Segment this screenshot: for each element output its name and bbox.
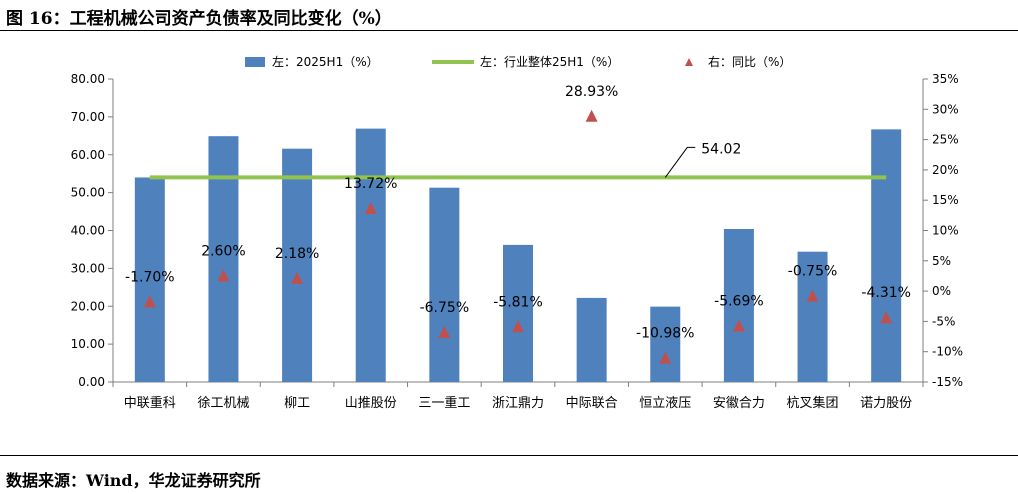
left-tick-label: 10.00 (71, 337, 105, 351)
x-category-label: 诺力股份 (860, 396, 912, 411)
x-category-label: 安徽合力 (713, 396, 765, 411)
x-category-label: 三一重工 (418, 395, 470, 411)
yoy-marker-series: -1.70% 2.60% 2.18% 13.72% -6.75% -5.81% 28.93%… (125, 84, 911, 364)
x-category-label: 山推股份 (345, 396, 397, 411)
x-category-label: 柳工 (284, 396, 310, 411)
bar-安徽合力 (723, 228, 754, 382)
bar-三一重工 (429, 187, 460, 382)
left-tick-label: 20.00 (71, 299, 105, 313)
marker-中际联合 (585, 109, 598, 122)
right-tick-label: -10% (932, 345, 963, 359)
left-tick-label: 60.00 (71, 148, 105, 162)
marker-安徽合力 (732, 319, 745, 332)
x-category-label: 恒立液压 (639, 396, 691, 411)
marker-label-中联重科: -1.70% (125, 269, 175, 285)
bar-柳工 (282, 148, 313, 382)
title-rule (0, 30, 1018, 31)
marker-label-恒立液压: -10.98% (636, 326, 694, 342)
marker-中联重科 (143, 295, 156, 308)
marker-label-中际联合: 28.93% (565, 84, 618, 100)
left-tick-label: 70.00 (71, 110, 105, 124)
marker-label-安徽合力: -5.69% (714, 294, 764, 310)
right-tick-label: 15% (932, 193, 959, 207)
marker-恒立液压 (659, 351, 672, 364)
industry-average-line: 54.02 (149, 141, 887, 180)
source-rule (0, 455, 1018, 456)
right-tick-label: 20% (932, 163, 959, 177)
legend-label-line: 左：行业整体25H1（%） (480, 54, 619, 69)
x-category-label: 浙江鼎力 (492, 396, 544, 411)
x-category-label: 徐工机械 (197, 396, 249, 411)
marker-label-三一重工: -6.75% (420, 300, 470, 316)
bar-恒立液压 (650, 306, 681, 382)
x-category-label: 杭叉集团 (787, 395, 839, 411)
right-tick-label: 30% (932, 102, 959, 116)
left-tick-label: 40.00 (71, 224, 105, 238)
x-axis: 中联重科 徐工机械 柳工 山推股份 三一重工 浙江鼎力 中际联合 恒立液压 安徽合力 杭叉集团 诺力… (112, 381, 924, 411)
legend-swatch-bar (245, 57, 265, 67)
bar-浙江鼎力 (503, 244, 533, 382)
marker-徐工机械 (217, 269, 230, 282)
marker-label-诺力股份: -4.31% (861, 285, 911, 301)
average-callout-label: 54.02 (701, 141, 741, 157)
bar-中联重科 (134, 177, 165, 382)
marker-浙江鼎力 (512, 320, 524, 333)
bar-杭叉集团 (797, 251, 828, 382)
bar-山推股份 (355, 128, 386, 382)
figure-source: 数据来源：Wind，华龙证券研究所 (6, 471, 261, 490)
marker-杭叉集团 (806, 289, 819, 302)
marker-三一重工 (438, 326, 451, 339)
right-tick-label: 35% (932, 72, 959, 86)
left-tick-label: 30.00 (71, 261, 105, 275)
marker-山推股份 (364, 201, 377, 214)
legend-label-marker: 右：同比（%） (708, 54, 791, 69)
marker-诺力股份 (880, 311, 893, 324)
marker-label-柳工: 2.18% (275, 246, 319, 262)
marker-label-徐工机械: 2.60% (201, 243, 245, 259)
marker-label-浙江鼎力: -5.81% (493, 294, 543, 310)
marker-label-杭叉集团: -0.75% (788, 264, 838, 280)
marker-label-山推股份: 13.72% (344, 176, 397, 192)
average-callout-leader (664, 146, 696, 178)
x-category-label: 中际联合 (566, 396, 618, 411)
x-category-label: 中联重科 (124, 395, 176, 411)
legend-swatch-marker (685, 58, 693, 66)
right-tick-label: 5% (932, 254, 951, 268)
right-tick-label: -15% (932, 375, 963, 389)
figure-title: 图 16：工程机械公司资产负债率及同比变化（%） (6, 9, 392, 29)
left-tick-label: 80.00 (71, 72, 105, 86)
chart-legend: 左：2025H1（%） 左：行业整体25H1（%） 右：同比（%） (245, 54, 791, 69)
right-tick-label: 25% (932, 133, 959, 147)
bar-中际联合 (576, 297, 607, 382)
bar-series (134, 128, 902, 382)
legend-label-bar: 左：2025H1（%） (272, 54, 379, 69)
left-tick-label: 50.00 (71, 186, 105, 200)
bar-诺力股份 (871, 129, 902, 382)
left-y-axis: 0.00 10.00 20.00 30.00 40.00 50.00 60.00 70.00 8… (71, 72, 114, 389)
right-tick-label: 10% (932, 224, 959, 238)
right-tick-label: 0% (932, 284, 951, 298)
right-tick-label: -5% (932, 314, 955, 328)
right-y-axis: -15% -10% -5% 0% 5% 10% 15% 20% 25% 30% 35% (922, 72, 963, 389)
left-tick-label: 0.00 (78, 375, 105, 389)
marker-柳工 (291, 271, 304, 284)
